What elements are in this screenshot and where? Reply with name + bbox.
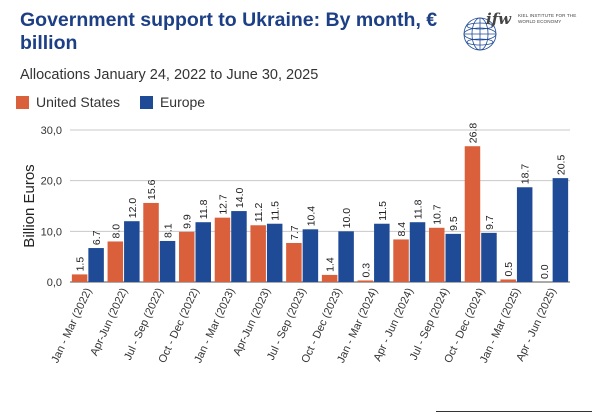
data-label-united-states: 0.5 xyxy=(503,262,515,277)
bar-united-states xyxy=(214,217,231,282)
bar-united-states xyxy=(250,225,266,282)
data-label-united-states: 0.3 xyxy=(360,263,372,278)
data-label-europe: 11.5 xyxy=(377,201,389,221)
y-tick-label: 30,0 xyxy=(41,125,62,137)
bar-europe xyxy=(338,231,354,282)
data-label-europe: 8.1 xyxy=(163,223,175,238)
logo-mark: ifw xyxy=(486,10,512,28)
data-label-europe: 18.7 xyxy=(520,164,532,185)
bar-united-states xyxy=(429,227,445,282)
legend-swatch-europe xyxy=(139,95,153,109)
y-tick-label: 20,0 xyxy=(41,176,62,188)
chart-title: Government support to Ukraine: By month,… xyxy=(20,9,438,54)
footer-divider xyxy=(436,411,592,412)
data-label-united-states: 11.2 xyxy=(253,202,265,222)
x-tick-label: Apr-Jun (2023) xyxy=(231,286,273,358)
data-label-europe: 20.5 xyxy=(555,155,567,176)
bar-europe xyxy=(88,248,104,282)
data-label-united-states: 10.7 xyxy=(432,204,444,225)
bar-europe xyxy=(374,223,390,282)
data-label-united-states: 8.4 xyxy=(396,222,408,237)
data-label-europe: 9.7 xyxy=(484,215,496,230)
bar-united-states xyxy=(179,231,195,282)
chart-legend: United States Europe xyxy=(16,94,221,112)
data-label-united-states: 26.8 xyxy=(467,123,479,144)
data-label-europe: 10.0 xyxy=(341,208,353,229)
x-tick-label: Jul - Sep (2024) xyxy=(408,286,452,362)
y-axis-label: Billion Euros xyxy=(21,164,38,247)
x-tick-label: Apr-Jun (2022) xyxy=(88,286,130,358)
bar-europe xyxy=(481,232,497,282)
data-label-united-states: 9.9 xyxy=(182,214,194,229)
bar-europe xyxy=(552,178,569,282)
data-label-europe: 10.4 xyxy=(305,206,317,227)
bar-europe xyxy=(124,221,140,282)
data-label-united-states: 1.5 xyxy=(75,257,87,272)
chart-subtitle: Allocations January 24, 2022 to June 30,… xyxy=(20,67,319,83)
data-label-united-states: 0.0 xyxy=(539,264,551,279)
ifw-logo: ifw KIEL INSTITUTE FOR THE WORLD ECONOMY xyxy=(458,6,576,58)
legend-label-europe: Europe xyxy=(159,94,206,110)
bar-united-states xyxy=(464,146,481,282)
y-tick-label: 10,0 xyxy=(41,226,62,238)
data-label-europe: 14.0 xyxy=(234,187,246,208)
x-tick-label: Apr - Jun (2025) xyxy=(514,286,558,363)
legend-item-europe: Europe xyxy=(139,94,206,110)
bar-europe xyxy=(409,222,426,282)
bar-united-states xyxy=(107,241,124,282)
bar-europe xyxy=(445,233,461,282)
bar-united-states xyxy=(286,242,302,282)
globe-icon xyxy=(463,17,497,51)
data-label-europe: 11.8 xyxy=(198,199,210,219)
data-label-europe: 6.7 xyxy=(91,230,103,245)
data-label-europe: 11.8 xyxy=(413,199,425,219)
x-tick-label: Jul - Sep (2022) xyxy=(122,286,166,362)
logo-text: KIEL INSTITUTE FOR THE WORLD ECONOMY xyxy=(518,13,577,24)
y-tick-label: 0,0 xyxy=(47,277,62,289)
bar-united-states xyxy=(71,274,88,282)
bar-europe xyxy=(516,187,533,282)
x-tick-label: Jul - Sep (2023) xyxy=(265,286,309,362)
bar-united-states xyxy=(321,274,338,282)
bar-united-states xyxy=(357,280,374,282)
legend-swatch-united-states xyxy=(16,95,29,109)
data-label-united-states: 7.7 xyxy=(289,225,301,240)
bar-europe xyxy=(195,222,211,282)
bar-united-states xyxy=(143,202,159,282)
bar-europe xyxy=(266,223,283,282)
data-label-united-states: 8.0 xyxy=(110,224,122,239)
legend-item-united-states: United States xyxy=(16,94,120,110)
legend-label-united-states: United States xyxy=(36,94,121,110)
bar-united-states xyxy=(500,279,516,282)
bar-europe xyxy=(231,211,247,282)
data-label-united-states: 15.6 xyxy=(146,179,158,200)
data-label-europe: 11.5 xyxy=(270,201,282,221)
data-label-united-states: 1.4 xyxy=(325,257,337,272)
bar-europe xyxy=(159,240,176,282)
bar-united-states xyxy=(393,239,409,282)
bar-europe xyxy=(302,229,319,282)
data-label-europe: 12.0 xyxy=(127,198,139,219)
data-label-europe: 9.5 xyxy=(448,216,460,231)
data-label-united-states: 12.7 xyxy=(217,194,229,215)
